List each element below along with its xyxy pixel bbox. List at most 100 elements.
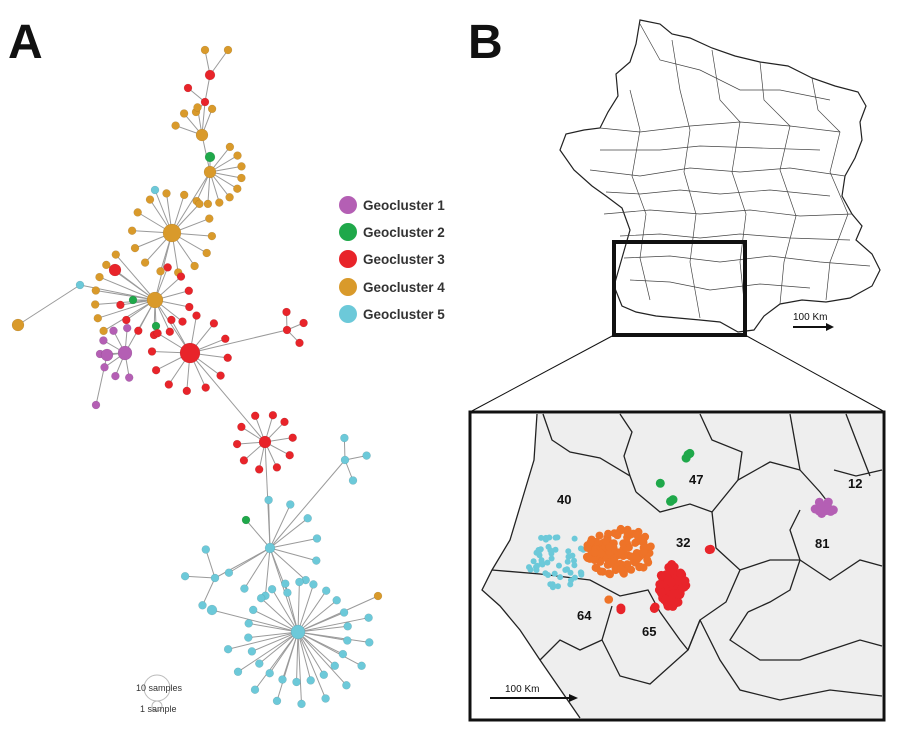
network-edge [297,631,312,681]
sample-dot-geocluster-5 [530,558,537,565]
network-node [180,571,190,581]
network-edge [269,459,346,549]
network-node [244,633,253,642]
network-node [100,348,114,362]
network-node [203,165,217,179]
network-edge [209,49,229,76]
network-edge [214,547,271,579]
sample-dot-orange [616,549,625,558]
sample-dot-orange [646,542,655,551]
sample-dot-geocluster-5 [577,545,584,552]
sample-dot-geocluster-5 [565,548,572,555]
network-node [165,327,175,336]
sample-dot-orange [604,529,613,538]
network-edge [251,631,299,652]
network-edge [245,519,271,549]
network-node [248,605,258,615]
network-node [295,338,304,348]
network-node [332,596,341,605]
network-node [202,248,211,258]
network-node [183,83,193,93]
network-node [162,189,171,198]
network-edge [260,597,299,633]
minimum-spanning-tree [11,45,383,709]
sample-dot-geocluster-5 [555,583,561,590]
sample-dot-orange [633,531,642,539]
inset-scale-bar: 100 Km [490,684,578,702]
sample-dot-orange [626,530,635,539]
network-node [340,455,350,465]
network-node [282,325,292,335]
network-node [256,593,266,603]
sample-dot-orange [631,538,640,547]
network-edge [297,631,336,667]
sample-dot-geocluster-5 [526,564,532,571]
sample-dot-geocluster-5 [552,534,559,541]
network-node [237,162,246,171]
network-node [102,260,111,270]
network-node [207,231,217,241]
network-node [206,604,218,616]
network-node [204,151,216,163]
network-edge [297,631,325,676]
sample-dot-geocluster-5 [538,559,545,566]
network-node [178,317,187,326]
sample-dot-geocluster-5 [562,567,569,573]
network-node [339,608,349,617]
network-node [281,579,290,588]
network-node [364,613,373,622]
sample-dot-orange [613,531,622,540]
network-node [343,636,352,645]
sample-dot-orange [633,555,642,564]
network-edge [97,299,156,319]
network-node [223,45,233,55]
network-node [192,311,201,320]
network-node [91,286,101,295]
network-node [278,675,287,684]
sample-dot-geocluster-3 [667,577,676,587]
network-node [99,326,108,336]
network-node [267,584,277,594]
network-node [258,435,272,449]
network-node [203,199,213,209]
network-edge [268,500,271,549]
network-node [140,258,150,267]
sample-dot-geocluster-3 [655,579,665,589]
dept-label-47: 47 [689,472,703,487]
network-node [176,272,186,281]
network-edge [297,625,348,633]
network-node [373,591,383,601]
sample-dot-orange [617,565,626,574]
sample-dot-geocluster-5 [545,572,551,578]
network-node [309,580,318,589]
network-node [297,699,306,709]
network-node [330,661,340,671]
network-node [247,647,257,656]
sample-dot-orange [583,543,592,552]
network-edge [297,582,300,633]
network-edge [17,284,81,326]
network-edge [297,631,347,686]
network-node [215,198,224,207]
network-node [167,315,176,325]
sample-dot-geocluster-5 [544,559,551,566]
network-node [128,295,138,305]
network-edge [95,354,108,406]
network-node [200,97,210,107]
network-edge [297,617,369,633]
sample-dot-orange [643,555,652,564]
network-node [179,190,189,200]
network-node [216,371,225,380]
network-edge [243,547,271,589]
node-size-legend: 10 samples 1 sample [136,674,183,714]
network-node [285,450,294,460]
network-node [179,109,189,118]
network-nodes [11,45,383,709]
network-edge [95,299,156,305]
network-node [193,103,202,112]
department-borders [589,23,871,321]
network-edges [17,49,379,704]
panel-label-a: A [8,16,43,69]
network-edge [297,584,314,633]
